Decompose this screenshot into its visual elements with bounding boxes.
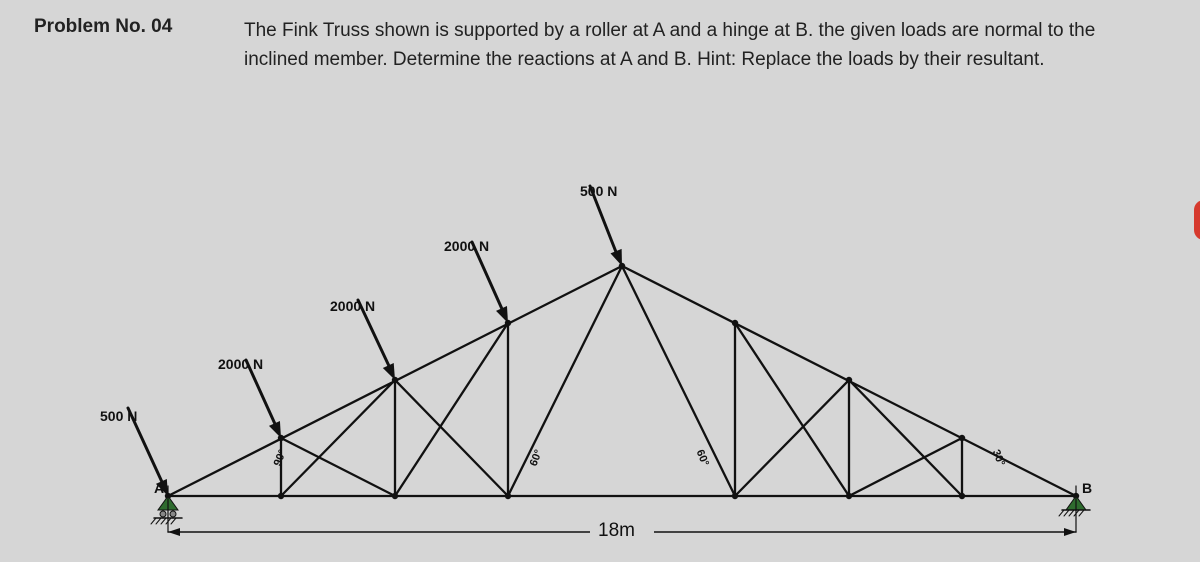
span-dimension: 18m bbox=[598, 520, 635, 542]
force-label: 2000 N bbox=[330, 298, 375, 314]
force-label: 500 N bbox=[580, 183, 617, 199]
force-label: 2000 N bbox=[218, 356, 263, 372]
problem-number: Problem No. 04 bbox=[34, 16, 204, 75]
truss-diagram: AB500 N2000 N2000 N2000 N500 N90°60°60°3… bbox=[0, 100, 1200, 562]
force-label: 500 N bbox=[100, 408, 137, 424]
page-edge-marker bbox=[1194, 200, 1200, 240]
force-label: 2000 N bbox=[444, 238, 489, 254]
node-label-A: A bbox=[154, 480, 164, 496]
node-label-B: B bbox=[1082, 480, 1092, 496]
problem-description: The Fink Truss shown is supported by a r… bbox=[244, 16, 1164, 75]
